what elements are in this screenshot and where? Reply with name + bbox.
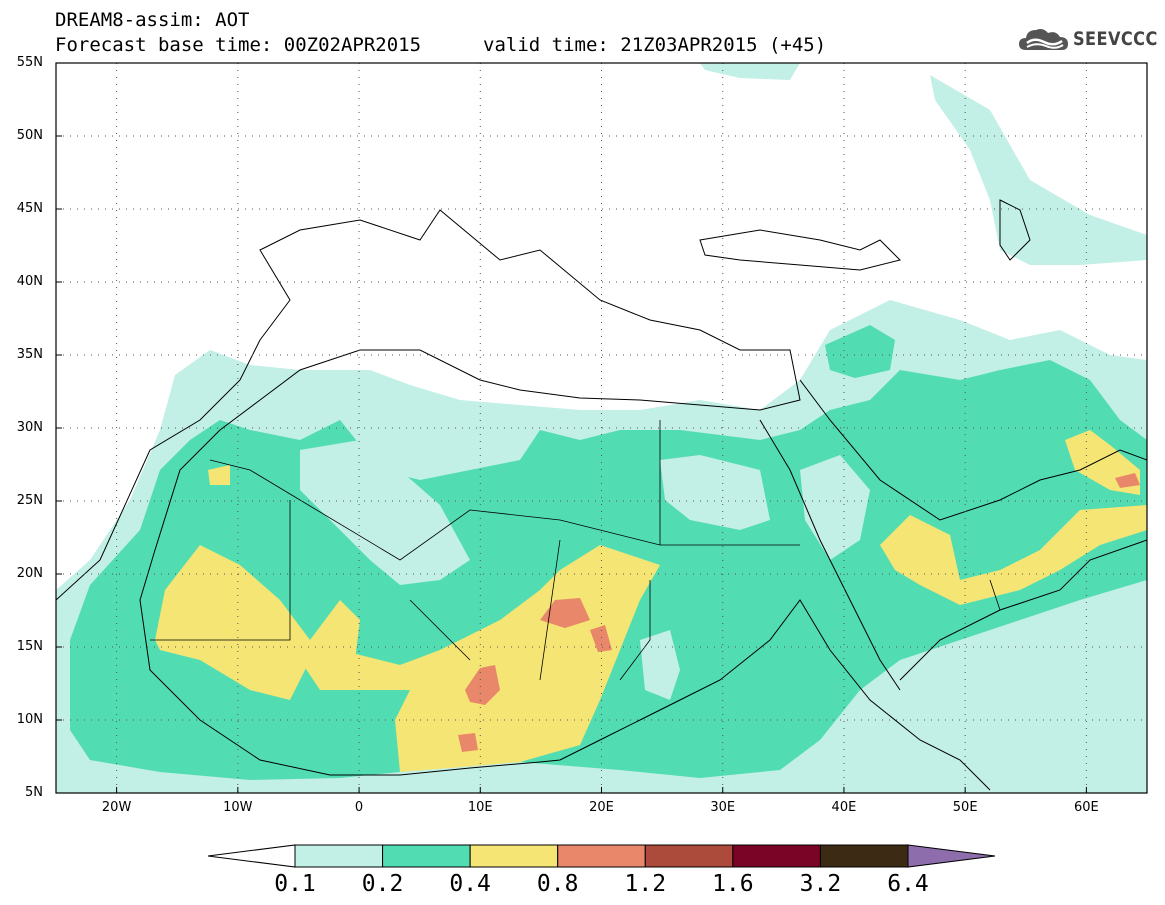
colorbar-label: 3.2 bbox=[799, 871, 842, 897]
coast-arabia bbox=[799, 379, 1147, 681]
lat-tick-label: 50N bbox=[16, 128, 43, 143]
aot-plume-caspian bbox=[930, 75, 1147, 265]
lon-tick-label: 40E bbox=[831, 800, 857, 815]
colorbar-label: 1.6 bbox=[712, 871, 754, 897]
aot-gap-sudan bbox=[640, 630, 680, 700]
lat-tick-label: 40N bbox=[16, 274, 43, 289]
coast-caspian bbox=[999, 199, 1031, 261]
lat-tick-label: 5N bbox=[25, 785, 43, 800]
coast-redsea bbox=[759, 419, 901, 691]
colorbar-label: 6.4 bbox=[887, 871, 929, 897]
aot-band-0.8-e bbox=[1115, 473, 1140, 488]
coast-europe-africa bbox=[56, 209, 991, 791]
colorbar-segment bbox=[644, 844, 734, 868]
chart-title: DREAM8-assim: AOT bbox=[55, 9, 250, 31]
colorbar-label: 1.2 bbox=[624, 871, 667, 897]
colorbar-label: 0.8 bbox=[536, 871, 579, 897]
seevccc-logo: SEEVCCC bbox=[1018, 24, 1165, 54]
aot-band-arabia bbox=[825, 325, 895, 378]
lon-tick-label: 20W bbox=[101, 800, 132, 815]
lon-tick-label: 30E bbox=[710, 800, 736, 815]
aot-band-0.4-morocco bbox=[208, 465, 230, 485]
colorbar-label: 0.1 bbox=[274, 871, 316, 897]
lon-tick-label: 10E bbox=[467, 800, 493, 815]
map-gridlines bbox=[56, 63, 1147, 793]
lat-tick-label: 25N bbox=[16, 493, 43, 508]
aot-band-0.8-a bbox=[540, 598, 590, 628]
aot-gap-sahara bbox=[300, 440, 470, 585]
lon-tick-label: 50E bbox=[952, 800, 978, 815]
lat-tick-label: 15N bbox=[16, 639, 43, 654]
lat-tick-label: 10N bbox=[16, 712, 43, 727]
colorbar-segment bbox=[819, 844, 909, 868]
colorbar-segment bbox=[382, 844, 471, 868]
lat-tick-label: 35N bbox=[16, 347, 43, 362]
coast-blacksea bbox=[699, 229, 901, 271]
valid-time-label: valid time: 21Z03APR2015 (+45) bbox=[483, 34, 827, 56]
colorbar-label: 0.4 bbox=[449, 871, 491, 897]
lat-tick-label: 30N bbox=[16, 420, 43, 435]
colorbar-segment bbox=[294, 844, 384, 868]
aot-band-0.4-oman bbox=[880, 505, 1147, 605]
colorbar-segment bbox=[469, 844, 559, 868]
colorbar-label: 0.2 bbox=[361, 871, 404, 897]
aot-band-0.8-c bbox=[465, 665, 500, 705]
aot-plume-north bbox=[700, 63, 800, 80]
colorbar bbox=[207, 844, 996, 868]
tick-marks bbox=[56, 62, 1087, 794]
colorbar-segment bbox=[557, 844, 646, 868]
coastlines bbox=[56, 199, 1147, 791]
logo-text: SEEVCCC bbox=[1073, 28, 1158, 50]
lon-tick-label: 60E bbox=[1073, 800, 1099, 815]
borders bbox=[150, 420, 1001, 681]
aot-band-0.8-d bbox=[458, 733, 478, 752]
aot-gap-egypt bbox=[660, 455, 770, 530]
colorbar-arrow-high bbox=[907, 844, 996, 868]
colorbar-arrow-low bbox=[207, 844, 296, 868]
lat-tick-label: 20N bbox=[16, 566, 43, 581]
lat-tick-label: 55N bbox=[16, 55, 43, 70]
colorbar-segment bbox=[732, 844, 821, 868]
cloud-icon bbox=[1019, 29, 1068, 50]
lon-tick-label: 10W bbox=[223, 800, 253, 815]
chart-subtitle: Forecast base time: 00Z02APR2015 valid ti… bbox=[55, 34, 826, 56]
aot-band-0.8-b bbox=[590, 625, 612, 652]
lon-tick-label: 20E bbox=[589, 800, 614, 815]
lat-tick-label: 45N bbox=[16, 201, 43, 216]
lon-tick-label: 0 bbox=[354, 800, 364, 815]
base-time-label: Forecast base time: 00Z02APR2015 bbox=[55, 34, 422, 56]
